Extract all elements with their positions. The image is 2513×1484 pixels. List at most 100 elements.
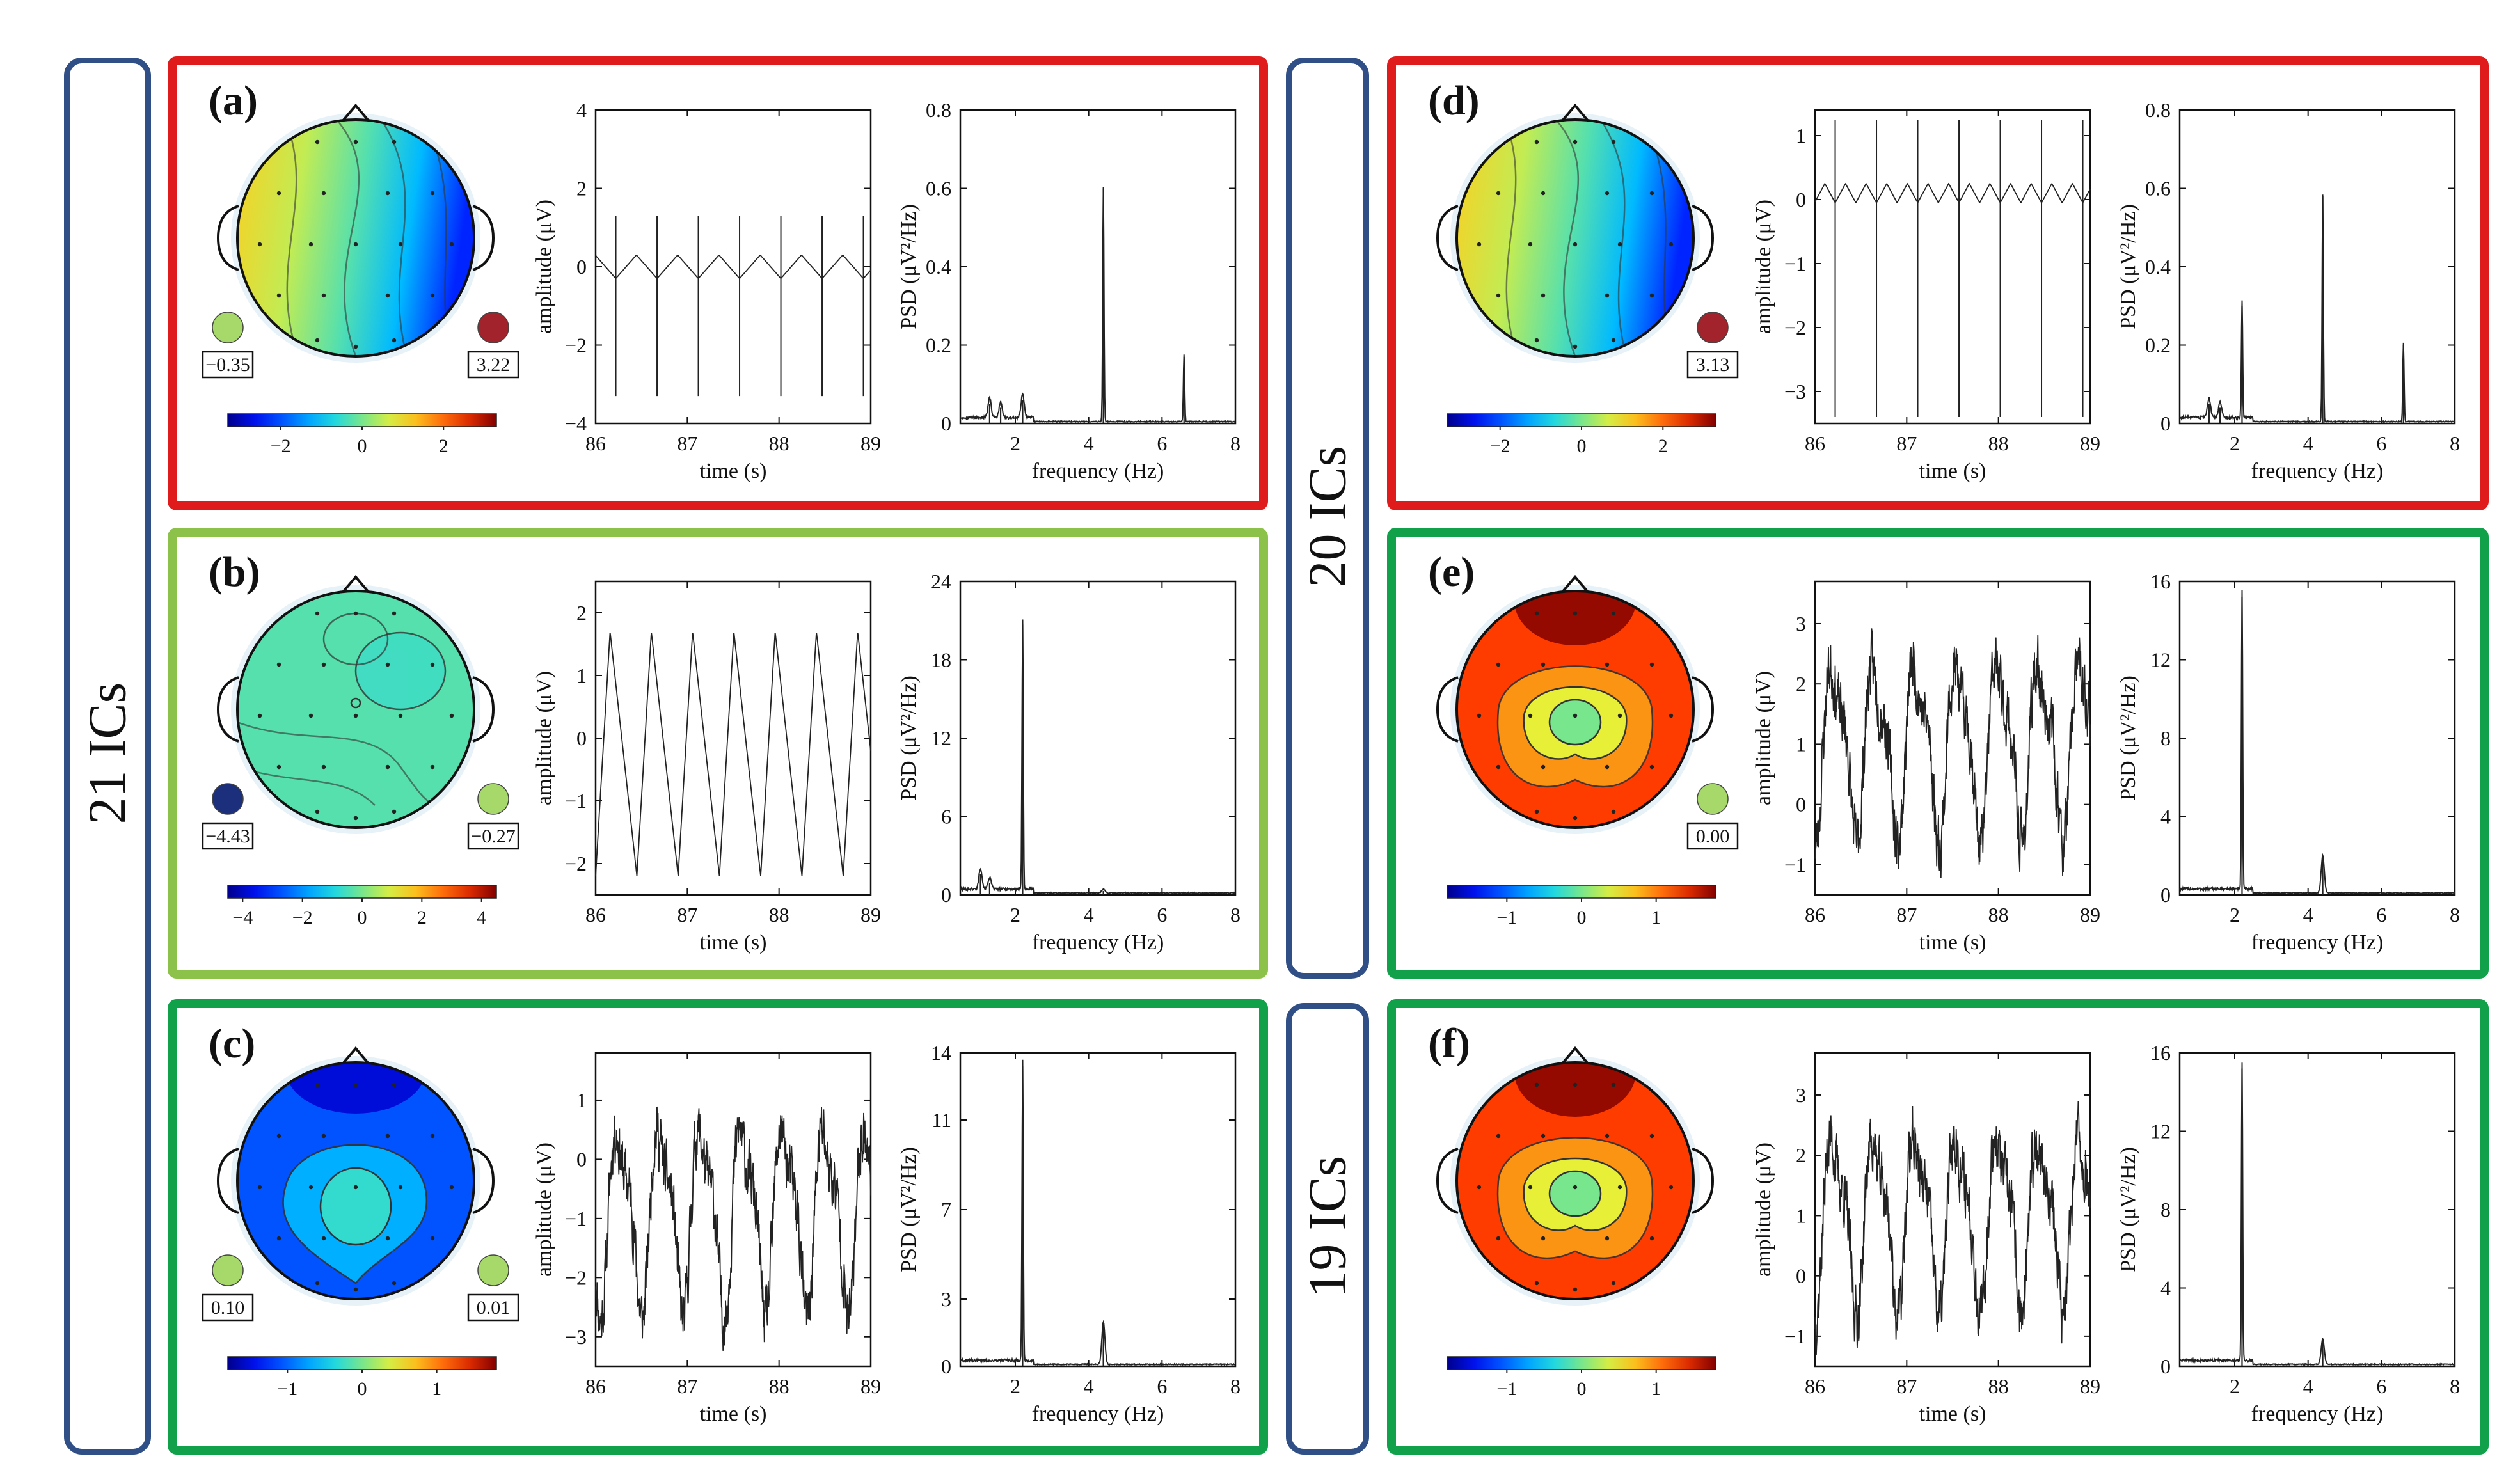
x-tick-label: 88 <box>769 432 789 455</box>
time-series-plot: 86 87 88 89 −2 −1 0 1 2 time (s) amplitude (μV) <box>532 580 881 954</box>
x-tick-label: 6 <box>2376 1375 2386 1398</box>
electrode-dot <box>315 611 320 616</box>
colorbar-tick-label: −4 <box>232 907 253 928</box>
nose <box>340 103 371 123</box>
left-ear <box>216 1148 239 1214</box>
x-tick-label: 89 <box>2080 432 2100 455</box>
group-label-21-ics: 21 ICs <box>77 682 138 825</box>
colorbar-tick-label: −2 <box>1490 436 1510 457</box>
colorbar-tick-label: 2 <box>439 436 448 457</box>
colorbar-tick-label: 2 <box>417 907 427 928</box>
electrode-dot <box>1611 1281 1616 1286</box>
group-frame-21-ics <box>64 58 151 1455</box>
y-tick-label: 0.2 <box>2145 334 2171 357</box>
electrode-dot <box>430 764 435 770</box>
nose <box>1560 574 1590 595</box>
x-tick-label: 2 <box>2230 903 2240 926</box>
electrode-dot <box>1528 1185 1533 1190</box>
contour-line <box>237 766 376 806</box>
panel-label: (c) <box>209 1020 256 1067</box>
y-tick-label: 1 <box>576 1089 587 1112</box>
y-tick-label: 16 <box>2150 1041 2171 1064</box>
x-tick-label: 87 <box>677 903 697 926</box>
x-tick-label: 8 <box>2450 1375 2460 1398</box>
psd-line <box>960 619 1236 895</box>
y-tick-label: 0.4 <box>2145 255 2171 278</box>
electrode-dot <box>398 242 403 247</box>
right-marker-value: 0.00 <box>1696 826 1730 847</box>
y-tick-label: 0 <box>2160 412 2171 435</box>
x-tick-label: 86 <box>1805 432 1825 455</box>
right-component-marker <box>477 783 509 815</box>
y-tick-label: 3 <box>1796 1084 1806 1107</box>
right-ear <box>472 205 495 271</box>
group-frame-20-ics <box>1286 58 1369 979</box>
contour-line <box>350 697 361 709</box>
colorbar-tick-label: 0 <box>1577 436 1587 457</box>
electrode-dot <box>385 191 390 196</box>
y-tick-label: 0.8 <box>2145 99 2171 122</box>
y-tick-label: 0 <box>1796 793 1806 816</box>
y-axis-label: PSD (μV²/Hz) <box>2116 204 2140 329</box>
electrode-dot <box>430 1236 435 1241</box>
colorbar <box>1447 885 1716 899</box>
electrode-dot <box>257 713 262 718</box>
time-series-frame <box>594 109 872 425</box>
electrode-dot <box>1496 1236 1501 1241</box>
electrode-dot <box>353 1185 358 1190</box>
group-label-19-ics: 19 ICs <box>1297 1155 1358 1298</box>
electrode-dot <box>1541 764 1546 770</box>
panel-b: (b) −4.43 −0.27 −4 −2 0 2 4 86 87 88 89 −2 −1 0 1 2 tim… <box>168 528 1268 979</box>
electrode-dot <box>1534 1281 1539 1286</box>
electrode-dot <box>392 611 397 616</box>
head-outline <box>1455 118 1695 358</box>
electrode-dot <box>1541 191 1546 196</box>
y-axis-label: PSD (μV²/Hz) <box>897 1147 921 1272</box>
x-tick-label: 4 <box>2303 1375 2313 1398</box>
y-tick-label: 12 <box>2150 1120 2171 1143</box>
electrode-dot <box>1534 1082 1539 1087</box>
panel-label: (d) <box>1428 77 1480 124</box>
x-tick-label: 6 <box>1157 1375 1167 1398</box>
head-outline <box>236 590 475 829</box>
electrode-dot <box>398 1185 403 1190</box>
electrode-dot <box>430 191 435 196</box>
x-tick-label: 8 <box>1230 1375 1241 1398</box>
y-tick-label: 0.8 <box>926 99 951 122</box>
x-axis-label: time (s) <box>700 459 767 483</box>
panel-c: (c) 0.10 0.01 −1 0 1 86 87 88 89 −3 −2 −1 0 1 time (s… <box>168 999 1268 1455</box>
right-marker-value: 0.01 <box>477 1297 511 1318</box>
electrode-dot <box>1528 242 1533 247</box>
electrode-dot <box>1649 293 1654 298</box>
psd-plot: 2 4 6 8 0 4 8 12 16 frequency (Hz) PSD (μV²/Hz) <box>2116 570 2460 954</box>
y-axis-label: PSD (μV²/Hz) <box>897 675 921 801</box>
electrode-dot <box>1541 1133 1546 1139</box>
x-tick-label: 88 <box>769 903 789 926</box>
y-tick-label: 18 <box>931 649 951 672</box>
electrode-dot <box>392 809 397 814</box>
electrode-dot <box>353 713 358 718</box>
x-tick-label: 4 <box>1084 903 1094 926</box>
electrode-dot <box>1649 1133 1654 1139</box>
electrode-dot <box>1605 1133 1610 1139</box>
electrode-dot <box>449 713 454 718</box>
y-tick-label: 1 <box>576 664 587 687</box>
psd-plot: 2 4 6 8 0 0.2 0.4 0.6 0.8 frequency (Hz) PSD (μV²/… <box>2116 99 2460 483</box>
electrode-dot <box>1605 293 1610 298</box>
contour-line <box>284 120 299 356</box>
contour-line <box>1555 120 1579 356</box>
y-tick-label: 0 <box>576 255 587 278</box>
y-tick-label: 7 <box>941 1198 951 1221</box>
x-axis-label: frequency (Hz) <box>2251 931 2384 954</box>
y-tick-label: 0 <box>941 412 951 435</box>
time-series-line <box>595 633 871 876</box>
time-series-plot: 86 87 88 89 −1 0 1 2 3 time (s) amplitude (μV) <box>1752 1052 2100 1426</box>
topographic-map: 0.00 −1 0 1 <box>1436 574 1739 928</box>
electrode-dot <box>1477 242 1482 247</box>
electrode-dot <box>1477 713 1482 718</box>
electrode-dot <box>1611 1082 1616 1087</box>
y-axis-label: amplitude (μV) <box>532 671 556 805</box>
electrode-dot <box>1496 1133 1501 1139</box>
left-marker-box <box>202 351 254 379</box>
colorbar-tick-label: −1 <box>1496 1378 1517 1400</box>
